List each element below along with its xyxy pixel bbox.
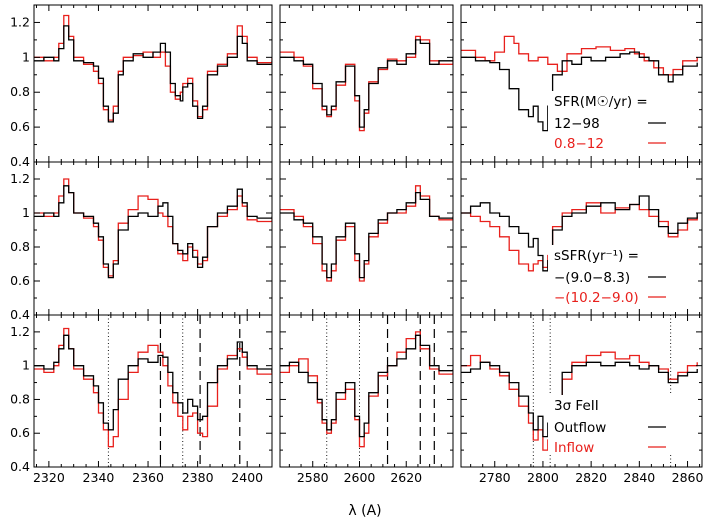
x-tick-label: 2780 — [479, 470, 511, 485]
legend: 3σ FeII Outflow Inflow — [548, 395, 698, 456]
y-tick-label: 1 — [22, 49, 30, 64]
panel-frame — [279, 314, 454, 468]
panel-frame — [33, 4, 273, 163]
legend-entry-label: Inflow — [554, 440, 594, 456]
panel-r0-c0: 0.4 0.6 0.8 1 1.2 — [10, 4, 273, 169]
spectrum-black — [34, 334, 272, 431]
legend-title: 3σ FeII — [554, 398, 599, 414]
x-axis-label: λ (A) — [348, 503, 381, 519]
y-tick-label: 0.8 — [10, 391, 30, 406]
legend-entry-label: 0.8−12 — [554, 136, 604, 152]
panel-frame — [279, 161, 454, 316]
legend: SFR(M☉/yr) = 12−98 0.8−12 — [548, 91, 698, 152]
panel-r0-c1 — [279, 4, 454, 163]
panel-r2-c2: 2780 2800 2820 2840 2860 3σ FeII Outflow Inflow — [460, 314, 704, 485]
panel-r1-c2: sSFR(yr⁻¹) = −(9.0−8.3) −(10.2−9.0) — [460, 161, 703, 316]
spectrum-red — [34, 14, 272, 121]
x-tick-label: 2400 — [231, 470, 263, 485]
y-tick-label: 0.6 — [10, 425, 30, 440]
spectrum-black — [34, 185, 272, 279]
spectrum-black — [280, 191, 453, 279]
x-tick-label: 2340 — [83, 470, 115, 485]
legend-background — [548, 245, 698, 303]
y-tick-label: 0.8 — [10, 84, 30, 99]
y-tick-label: 0.4 — [10, 307, 30, 322]
legend: sSFR(yr⁻¹) = −(9.0−8.3) −(10.2−9.0) — [548, 245, 698, 306]
legend-title: SFR(M☉/yr) = — [554, 94, 648, 110]
panel-frame — [279, 4, 454, 163]
spectrum-black — [461, 195, 698, 272]
spectrum-black — [280, 334, 453, 438]
legend-entry-label: Outflow — [554, 420, 606, 436]
y-tick-label: 0.8 — [10, 239, 30, 254]
legend-title: sSFR(yr⁻¹) = — [554, 248, 639, 264]
legend-background — [548, 395, 698, 453]
x-tick-label: 2580 — [297, 470, 329, 485]
x-tick-label: 2360 — [132, 470, 164, 485]
x-tick-label: 2380 — [182, 470, 214, 485]
panel-r1-c0: 0.4 0.6 0.8 1 1.2 — [10, 161, 273, 322]
x-tick-label: 2800 — [527, 470, 559, 485]
spectrum-red — [280, 185, 453, 282]
x-tick-label: 2600 — [344, 470, 376, 485]
x-tick-label: 2840 — [623, 470, 655, 485]
y-tick-label: 1.2 — [10, 324, 30, 339]
panel-r0-c2: SFR(M☉/yr) = 12−98 0.8−12 — [460, 4, 703, 163]
spectrum-black — [280, 39, 453, 128]
y-tick-label: 1.2 — [10, 171, 30, 186]
spectrum-black — [34, 25, 272, 123]
legend-background — [548, 91, 698, 149]
y-tick-label: 0.6 — [10, 273, 30, 288]
y-tick-label: 0.4 — [10, 154, 30, 169]
y-tick-label: 0.6 — [10, 119, 30, 134]
spectrum-red — [34, 327, 272, 448]
panel-r2-c0: 0.4 0.6 0.8 1 1.2 2320 2340 2360 2380 2400 — [10, 314, 273, 485]
legend-entry-label: −(9.0−8.3) — [554, 270, 630, 286]
spectrum-black — [461, 51, 698, 132]
x-tick-label: 2820 — [575, 470, 607, 485]
spectrum-red — [34, 178, 272, 277]
panel-r2-c1: 2580 2600 2620 — [279, 314, 454, 485]
legend-entry-label: 12−98 — [554, 116, 600, 132]
spectrum-red — [461, 35, 698, 76]
spectrum-red — [280, 35, 453, 132]
x-tick-label: 2620 — [390, 470, 422, 485]
panel-frame — [33, 314, 273, 468]
panel-frame — [460, 314, 703, 468]
y-tick-label: 0.4 — [10, 459, 30, 474]
x-tick-label: 2860 — [672, 470, 704, 485]
y-tick-label: 1 — [22, 205, 30, 220]
x-tick-label: 2320 — [33, 470, 65, 485]
y-tick-label: 1.2 — [10, 14, 30, 29]
spectrum-red — [280, 331, 453, 448]
panel-r1-c1 — [279, 161, 454, 316]
y-tick-label: 1 — [22, 358, 30, 373]
panel-frame — [33, 161, 273, 316]
legend-entry-label: −(10.2−9.0) — [554, 290, 639, 306]
